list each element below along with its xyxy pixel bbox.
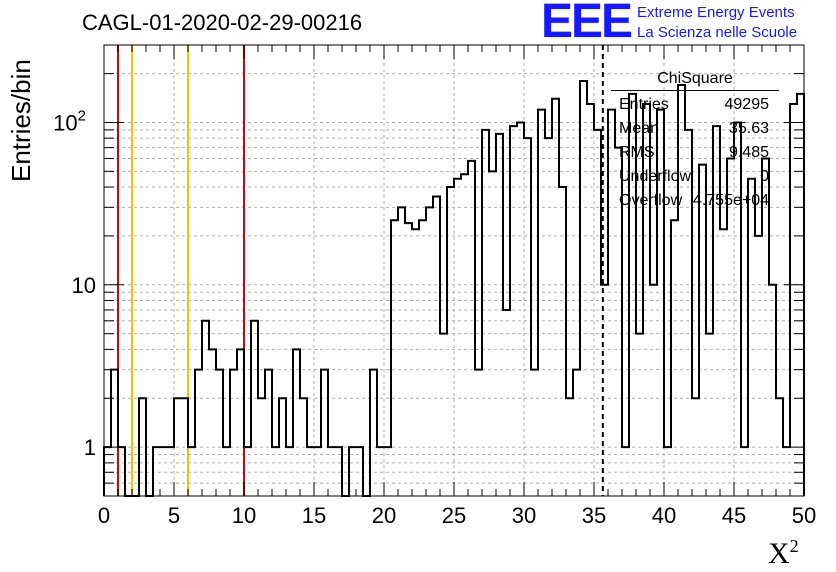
x-tick-label: 35 <box>582 503 606 528</box>
eee-logo: EEE <box>541 0 633 48</box>
histogram-bin <box>636 334 643 496</box>
stats-row-rms: RMS 9.485 <box>611 141 779 165</box>
histogram-bin <box>531 370 538 496</box>
x-tick-label: 10 <box>232 503 256 528</box>
x-tick-label: 5 <box>168 503 180 528</box>
stats-row-mean: Mean 35.63 <box>611 117 779 141</box>
histogram-bin <box>720 229 727 496</box>
stats-key: Mean <box>619 120 660 137</box>
histogram-bin <box>202 321 209 496</box>
y-axis-label: Entries/bin <box>6 59 36 182</box>
x-axis-label-base: X <box>768 537 790 570</box>
histogram-bin <box>293 349 300 496</box>
x-axis-label-sup: 2 <box>789 536 799 556</box>
histogram-bin <box>216 370 223 496</box>
x-tick-label: 20 <box>372 503 396 528</box>
histogram-bin <box>251 321 258 496</box>
stats-title: ChiSquare <box>611 70 779 91</box>
stats-value: 35.63 <box>728 120 769 137</box>
histogram-bin <box>447 187 454 496</box>
histogram-bin <box>237 349 244 496</box>
histogram-bin <box>195 370 202 496</box>
histogram-bin <box>517 122 524 496</box>
stats-row-overflow: Overflow 4.755e+04 <box>611 189 779 213</box>
chart-title: CAGL-01-2020-02-29-00216 <box>82 10 363 35</box>
histogram-bin <box>699 165 706 496</box>
histogram-bin <box>111 370 118 496</box>
stats-box: ChiSquare Entries 49295 Mean 35.63 RMS 9.48… <box>611 70 779 213</box>
logo-caption: Extreme Energy Events La Scienza nelle S… <box>637 3 797 43</box>
histogram-bin <box>475 370 482 496</box>
stats-value: 9.485 <box>728 144 769 161</box>
stats-value: 49295 <box>724 96 770 113</box>
stats-value: 0 <box>760 168 769 185</box>
stats-key: Underflow <box>619 168 692 185</box>
stats-key: Overflow <box>619 192 683 209</box>
x-tick-label: 0 <box>98 503 110 528</box>
histogram-bin <box>230 370 237 496</box>
histogram-bin <box>524 138 531 496</box>
histogram-bin <box>482 130 489 496</box>
histogram-bin <box>580 81 587 496</box>
histogram-bin <box>209 349 216 496</box>
y-tick-label: 102 <box>53 107 86 135</box>
histogram-bin <box>321 370 328 496</box>
x-axis-label: X2 <box>768 536 799 571</box>
histogram-bin <box>412 229 419 496</box>
histogram-bin <box>790 104 797 496</box>
histogram-bin <box>496 134 503 496</box>
histogram-bin <box>573 370 580 496</box>
histogram-bin <box>650 285 657 496</box>
histogram-bin <box>559 187 566 496</box>
histogram-bin <box>545 138 552 496</box>
logo-line-1: Extreme Energy Events <box>637 4 795 21</box>
x-tick-label: 30 <box>512 503 536 528</box>
x-tick-labels: 0 5 10 15 20 25 30 35 40 45 50 <box>98 503 816 528</box>
histogram-bin <box>594 130 601 496</box>
y-tick-sup: 2 <box>78 107 86 124</box>
axes <box>103 44 805 497</box>
histogram-bin <box>265 370 272 496</box>
y-tick-label: 10 <box>72 273 96 298</box>
histogram-bin <box>706 334 713 496</box>
histogram-bin <box>538 110 545 496</box>
y-tick-base: 10 <box>53 110 77 135</box>
stats-value: 4.755e+04 <box>692 192 769 209</box>
histogram-bin <box>748 179 755 496</box>
x-tick-label: 40 <box>652 503 676 528</box>
x-tick-label: 15 <box>302 503 326 528</box>
histogram-bin <box>503 310 510 496</box>
histogram-bin <box>769 285 776 496</box>
stats-row-underflow: Underflow 0 <box>611 165 779 189</box>
histogram-bin <box>797 94 804 496</box>
histogram-bin <box>755 236 762 496</box>
histogram-bin <box>461 174 468 496</box>
y-tick-label: 1 <box>84 435 96 460</box>
histogram-bin <box>454 179 461 496</box>
stats-row-entries: Entries 49295 <box>611 93 779 117</box>
histogram-bin <box>426 207 433 496</box>
x-tick-label: 45 <box>722 503 746 528</box>
histogram-bin <box>510 126 517 496</box>
histogram-bin <box>405 223 412 496</box>
x-tick-label: 50 <box>792 503 816 528</box>
histogram-bin <box>440 334 447 496</box>
histogram-outline <box>103 80 805 497</box>
logo-line-2: La Scienza nelle Scuole <box>637 24 798 41</box>
stats-key: Entries <box>619 96 669 113</box>
stats-key: RMS <box>619 144 655 161</box>
histogram-bin <box>370 370 377 496</box>
histogram-bin <box>433 196 440 496</box>
histogram-bin <box>587 104 594 496</box>
histogram-bin <box>398 207 405 496</box>
histogram-bars <box>103 80 805 497</box>
histogram-bin <box>468 161 475 496</box>
x-tick-label: 25 <box>442 503 466 528</box>
